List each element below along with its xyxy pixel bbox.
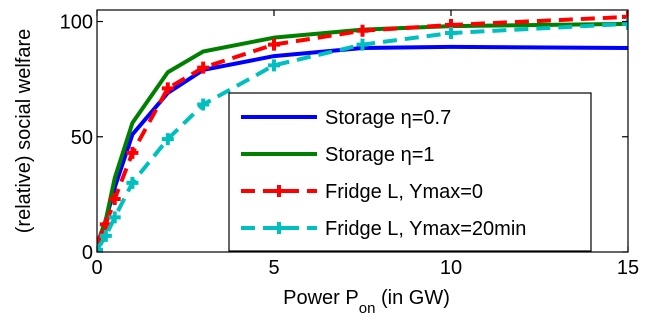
series-3-point-4 — [126, 146, 139, 159]
plot-area — [97, 10, 628, 252]
x-axis-label-subscript: on — [359, 300, 376, 317]
x-tick-label: 10 — [440, 257, 462, 279]
series-4-point-3 — [108, 211, 121, 224]
series-4-point-2 — [99, 229, 112, 242]
series-4-point-8 — [356, 38, 369, 51]
legend-entry-1: Storage η=0.7 — [325, 107, 451, 129]
series-3-point-3 — [108, 192, 121, 205]
y-axis-label: (relative) social welfare — [13, 29, 35, 234]
y-tick-label: 0 — [82, 242, 93, 264]
series-3-point-8 — [356, 24, 369, 37]
series-4-point-5 — [161, 133, 174, 146]
series-4-point-10 — [622, 17, 628, 30]
legend-marker-4 — [273, 222, 285, 234]
series-3-point-7 — [268, 38, 280, 51]
series-4-point-6 — [197, 98, 210, 111]
legend-entry-3: Fridge L, Ymax=0 — [325, 181, 483, 203]
series-3-point-10 — [622, 10, 628, 23]
legend-box — [228, 92, 592, 252]
x-tick-label: 0 — [91, 257, 102, 279]
series-line-4 — [97, 21, 628, 251]
series-line-3 — [97, 14, 628, 244]
axes-box — [96, 9, 629, 253]
x-axis-label-suffix: (in GW) — [375, 287, 449, 309]
series-group — [97, 10, 628, 252]
series-4-point-4 — [126, 176, 139, 189]
legend-marker-3 — [273, 185, 285, 197]
y-tick-label: 50 — [71, 127, 93, 149]
x-axis-label-main: Power P — [283, 287, 359, 309]
series-3-point-5 — [161, 82, 174, 95]
x-tick-label: 5 — [268, 257, 279, 279]
y-tick-label: 100 — [60, 12, 93, 34]
legend-entry-4: Fridge L, Ymax=20min — [325, 218, 526, 240]
series-4-point-1 — [97, 243, 103, 252]
series-4-point-9 — [445, 27, 457, 40]
x-axis-label: Power Pon (in GW) — [283, 287, 450, 317]
series-4-point-7 — [268, 59, 280, 72]
legend-entry-2: Storage η=1 — [325, 144, 435, 166]
legend: Storage η=0.7 Storage η=1 Fridge L, Ymax=0… — [228, 92, 592, 252]
axes: 0 5 10 15 0 50 100 Power Pon (in GW) (relative) … — [13, 9, 639, 317]
x-tick-label: 15 — [617, 257, 639, 279]
series-3-point-6 — [197, 61, 210, 74]
